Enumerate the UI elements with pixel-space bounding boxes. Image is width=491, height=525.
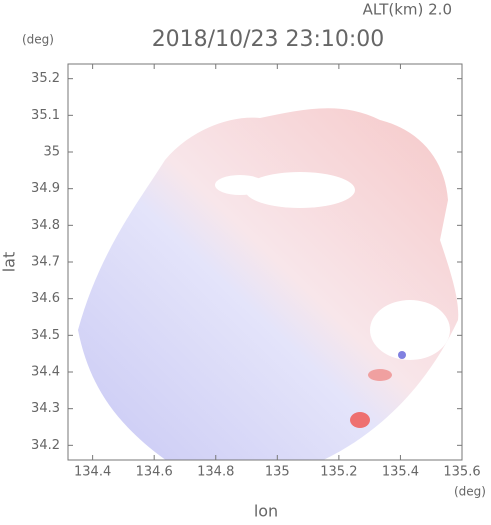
velocity-field (78, 108, 459, 460)
x-unit: (deg) (454, 485, 486, 499)
x-axis-label: lon (254, 502, 278, 521)
x-tick-label: 134.4 (74, 465, 111, 480)
y-tick-label: 34.5 (31, 328, 60, 343)
y-tick-label: 35.2 (31, 71, 60, 86)
y-tick-label: 34.3 (31, 401, 60, 416)
x-tick-label: 135.6 (443, 465, 480, 480)
y-tick-label: 34.2 (31, 438, 60, 453)
x-tick-label: 134.6 (136, 465, 173, 480)
chart-title: 2018/10/23 23:10:00 (152, 27, 385, 52)
y-tick-label: 35.1 (31, 108, 60, 123)
x-tick-label: 135.4 (382, 465, 419, 480)
y-tick-label: 34.9 (31, 181, 60, 196)
y-tick-label: 34.8 (31, 218, 60, 233)
y-unit: (deg) (22, 33, 54, 47)
y-tick-label: 34.7 (31, 255, 60, 270)
y-tick-label: 34.6 (31, 291, 60, 306)
x-tick-label: 134.8 (197, 465, 234, 480)
y-axis-label: lat (0, 252, 19, 273)
y-tick-label: 35 (43, 145, 60, 160)
y-tick-label: 34.4 (31, 365, 60, 380)
x-tick-label: 135.2 (320, 465, 357, 480)
altitude-label: ALT(km) 2.0 (363, 1, 452, 19)
x-tick-label: 135 (265, 465, 290, 480)
